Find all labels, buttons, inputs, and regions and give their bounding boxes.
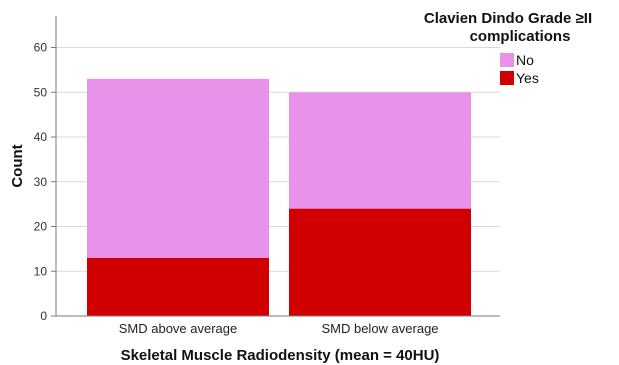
legend-label-no: No bbox=[516, 52, 534, 68]
x-axis-title: Skeletal Muscle Radiodensity (mean = 40H… bbox=[121, 347, 440, 364]
legend-title-line-2: complications bbox=[470, 28, 571, 45]
legend-label-yes: Yes bbox=[516, 70, 539, 86]
y-tick-label: 10 bbox=[34, 264, 48, 278]
legend-swatch-no bbox=[500, 53, 514, 67]
y-tick-label: 0 bbox=[40, 309, 47, 323]
y-tick-label: 30 bbox=[34, 175, 48, 189]
y-tick-label: 50 bbox=[34, 85, 48, 99]
bar-no-2 bbox=[289, 92, 471, 209]
y-axis-title: Count bbox=[9, 144, 26, 187]
x-tick-label: SMD below average bbox=[321, 321, 438, 336]
legend-title-line-1: Clavien Dindo Grade ≥II bbox=[424, 10, 592, 27]
bar-yes-1 bbox=[87, 257, 269, 316]
axes bbox=[55, 16, 500, 317]
legend-items: No Yes bbox=[500, 52, 539, 86]
x-tick-label: SMD above average bbox=[119, 321, 238, 336]
y-tick-label: 60 bbox=[34, 41, 48, 55]
bar-yes-2 bbox=[289, 208, 471, 316]
y-tick-labels: 0 10 20 30 40 50 60 bbox=[34, 41, 56, 323]
y-tick-label: 20 bbox=[34, 220, 48, 234]
bars bbox=[87, 78, 471, 316]
legend-swatch-yes bbox=[500, 71, 514, 85]
legend: Clavien Dindo Grade ≥II complications No… bbox=[424, 10, 592, 86]
y-tick-label: 40 bbox=[34, 130, 48, 144]
bar-no-1 bbox=[87, 78, 269, 258]
x-tick-labels: SMD above average SMD below average bbox=[119, 321, 439, 336]
